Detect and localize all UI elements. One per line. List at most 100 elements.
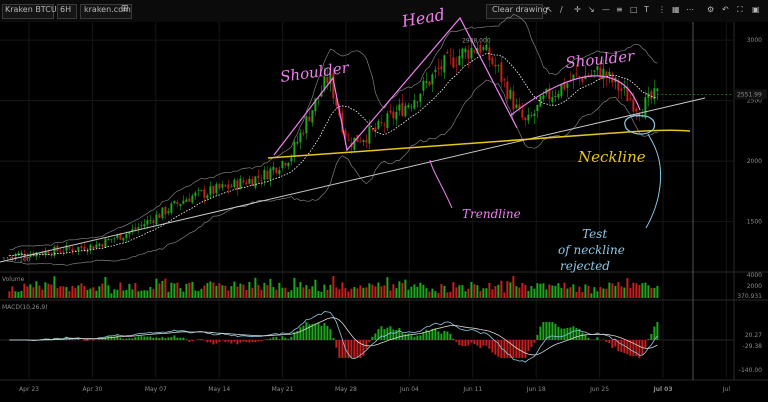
macd-histogram-bar — [578, 328, 581, 340]
candle-body — [347, 139, 350, 141]
volume-bar — [335, 287, 338, 298]
candle-body — [284, 162, 287, 166]
macd-histogram-bar — [206, 340, 209, 343]
volume-bar — [8, 291, 11, 298]
symbol-selector[interactable] — [2, 4, 54, 19]
source-selector[interactable] — [80, 4, 132, 19]
macd-histogram-bar — [488, 340, 491, 349]
volume-bar — [452, 282, 455, 298]
candle-body — [419, 93, 422, 102]
grid-toggle-icon[interactable]: ▦ — [672, 5, 680, 14]
macd-histogram-bar — [131, 338, 134, 340]
macd-histogram-bar — [269, 338, 272, 340]
macd-tick-label: -29.38 — [743, 343, 763, 350]
volume-bar — [650, 287, 653, 298]
fullscreen-icon[interactable]: ⛶ — [737, 5, 743, 14]
candle-body — [626, 86, 629, 102]
candle-body — [521, 109, 524, 118]
text-tool-icon[interactable]: T — [644, 5, 649, 14]
volume-bar — [497, 284, 500, 298]
macd-histogram-bar — [293, 332, 296, 340]
volume-bar — [536, 283, 539, 298]
candle-body — [464, 48, 467, 53]
candle-body — [83, 246, 86, 251]
candle-body — [305, 116, 308, 134]
candle-body — [119, 233, 122, 240]
candle-body — [308, 116, 311, 122]
volume-bar — [308, 288, 311, 298]
macd-histogram-bar — [218, 340, 221, 343]
macd-histogram-bar — [272, 337, 275, 340]
volume-bar — [59, 286, 62, 298]
volume-bar — [611, 283, 614, 298]
macd-histogram-bar — [464, 340, 467, 347]
macd-histogram-bar — [500, 340, 503, 358]
candle-body — [632, 99, 635, 112]
macd-histogram-bar — [128, 338, 131, 340]
macd-histogram-bar — [458, 340, 461, 346]
volume-bar — [311, 286, 314, 298]
volume-bar — [305, 285, 308, 298]
macd-histogram-bar — [479, 340, 482, 348]
crosshair-icon[interactable]: ✛ — [574, 5, 581, 14]
snapshot-icon[interactable]: ▣ — [752, 5, 760, 14]
macd-histogram-bar — [554, 323, 557, 340]
volume-bar — [149, 286, 152, 298]
candle-body — [551, 97, 554, 102]
line-tool-icon[interactable]: ∕ — [560, 5, 563, 14]
x-tick-label: Jul 03 — [653, 386, 673, 393]
macd-histogram-bar — [71, 339, 74, 340]
rectangle-tool-icon[interactable]: □ — [630, 5, 638, 14]
volume-bar — [281, 287, 284, 298]
volume-bar — [266, 285, 269, 298]
macd-histogram-bar — [485, 340, 488, 346]
macd-histogram-bar — [506, 340, 509, 358]
lower-band — [9, 79, 658, 266]
macd-histogram-bar — [74, 339, 77, 340]
volume-bar — [350, 288, 353, 298]
volume-bar — [233, 281, 236, 298]
volume-bar — [587, 286, 590, 298]
macd-histogram-bar — [137, 336, 140, 340]
macd-histogram-bar — [305, 322, 308, 340]
candle-body — [404, 105, 407, 117]
candle-body — [266, 170, 269, 180]
volume-bar — [83, 286, 86, 298]
compare-add-icon[interactable]: ⊞ — [121, 4, 129, 14]
right-shoulder-label: Shoulder — [565, 47, 636, 72]
macd-histogram-bar — [440, 333, 443, 340]
candle-body — [203, 189, 206, 198]
candle-body — [533, 113, 536, 116]
more-options-icon[interactable]: ⋯ — [686, 5, 694, 14]
macd-histogram-bar — [248, 340, 251, 343]
pointer-icon[interactable]: ↖ — [546, 5, 553, 14]
horizontal-line-icon[interactable]: — — [602, 5, 610, 14]
volume-bar — [116, 289, 119, 298]
candle-body — [440, 66, 443, 70]
candle-body — [314, 98, 317, 112]
settings-gear-icon[interactable]: ⚙ — [707, 5, 715, 14]
macd-histogram-bar — [326, 326, 329, 340]
volume-bar — [548, 284, 551, 298]
fib-tool-icon[interactable]: ≡ — [616, 5, 623, 14]
candle-body — [449, 54, 452, 56]
volume-bar — [245, 289, 248, 298]
trendline — [0, 97, 706, 263]
measure-tool-icon[interactable]: ⋮ — [658, 5, 666, 14]
ray-tool-icon[interactable]: ↘ — [588, 5, 595, 14]
macd-histogram-bar — [203, 340, 206, 341]
interval-selector[interactable] — [57, 4, 77, 19]
undo-icon[interactable]: ↶ — [722, 5, 729, 14]
clear-drawing-button[interactable] — [486, 4, 543, 19]
last-price-tag — [735, 89, 767, 100]
volume-bar — [26, 286, 29, 298]
test-note-line3: rejected — [560, 259, 610, 273]
volume-bar — [563, 282, 566, 298]
macd-histogram-bar — [140, 336, 143, 340]
macd-histogram-bar — [371, 336, 374, 340]
volume-bar — [314, 279, 317, 298]
candle-body — [563, 81, 566, 90]
macd-histogram-bar — [116, 335, 119, 340]
macd-line — [9, 311, 658, 363]
